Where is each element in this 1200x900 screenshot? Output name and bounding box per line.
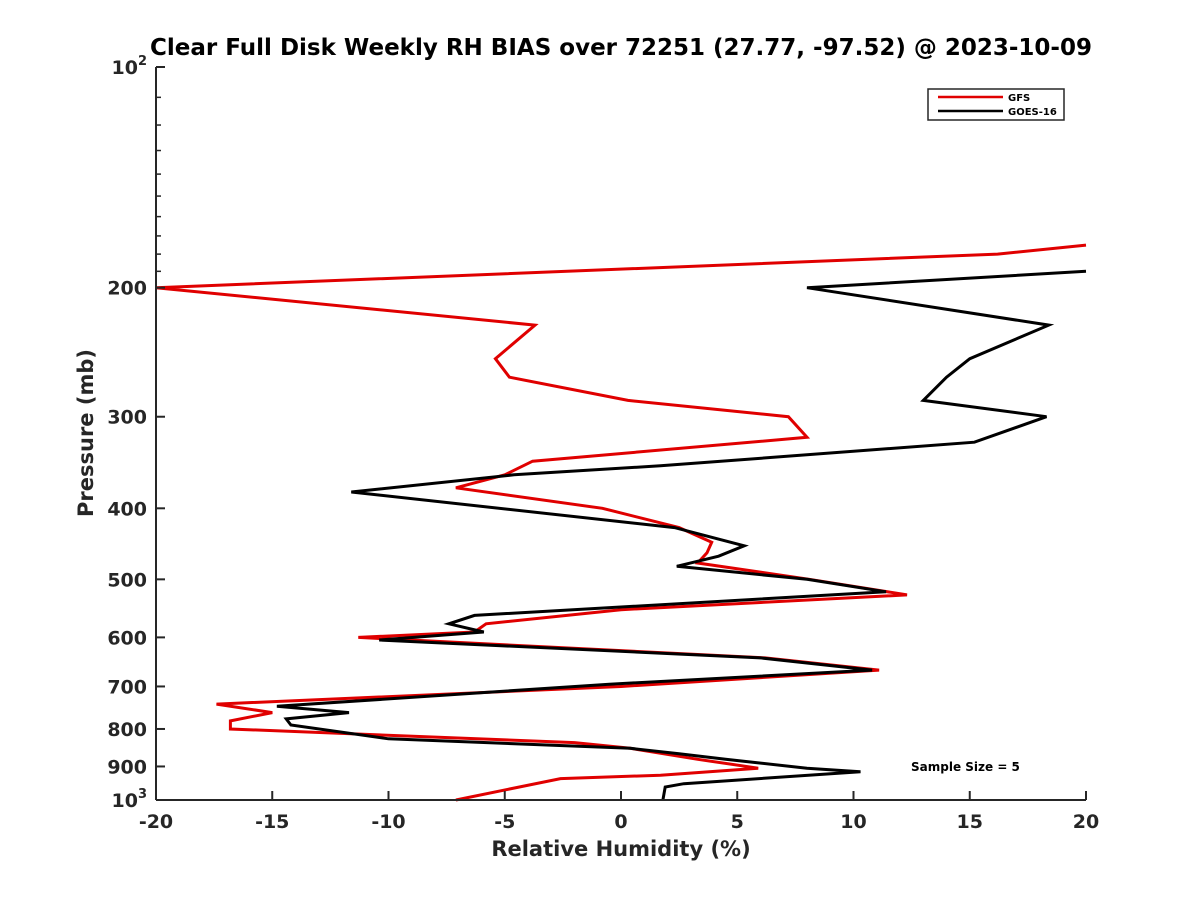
y-tick-label: 400 xyxy=(107,498,147,520)
legend-label-goes16: GOES-16 xyxy=(1008,107,1057,118)
legend-box xyxy=(927,88,1065,121)
x-tick-label: -5 xyxy=(494,811,515,833)
x-tick-label: 20 xyxy=(1073,811,1099,833)
x-tick-label: -20 xyxy=(139,811,173,833)
x-tick-label: -15 xyxy=(255,811,289,833)
x-tick-label: 15 xyxy=(957,811,983,833)
y-tick-label: 300 xyxy=(107,407,147,429)
y-tick-label: 700 xyxy=(107,676,147,698)
series-line-goes16 xyxy=(276,269,1087,801)
series-layer xyxy=(155,243,1087,802)
y-ticks: 102 200 300 400 500 600 700 800 900 103 xyxy=(107,54,165,812)
y-tick-label: 900 xyxy=(107,756,147,778)
x-tick-label: 0 xyxy=(614,811,627,833)
x-tick-label: 5 xyxy=(731,811,744,833)
x-tick-label: -10 xyxy=(371,811,405,833)
series-line-gfs xyxy=(155,243,1087,802)
sample-size-annotation: Sample Size = 5 xyxy=(911,760,1020,774)
y-axis-label: Pressure (mb) xyxy=(74,349,98,517)
x-axis-label: Relative Humidity (%) xyxy=(491,837,750,861)
chart-title: Clear Full Disk Weekly RH BIAS over 7225… xyxy=(150,35,1092,61)
y-tick-label: 200 xyxy=(107,278,147,300)
y-tick-label: 102 xyxy=(112,54,148,79)
y-tick-label: 600 xyxy=(107,627,147,649)
y-tick-label: 103 xyxy=(112,787,148,812)
x-tick-label: 10 xyxy=(840,811,866,833)
x-ticks: -20 -15 -10 -5 0 5 10 15 20 xyxy=(139,791,1099,833)
legend-label-gfs: GFS xyxy=(1008,93,1030,104)
y-tick-label: 800 xyxy=(107,719,147,741)
legend: GFS GOES-16 xyxy=(927,88,1065,121)
y-tick-label: 500 xyxy=(107,569,147,591)
